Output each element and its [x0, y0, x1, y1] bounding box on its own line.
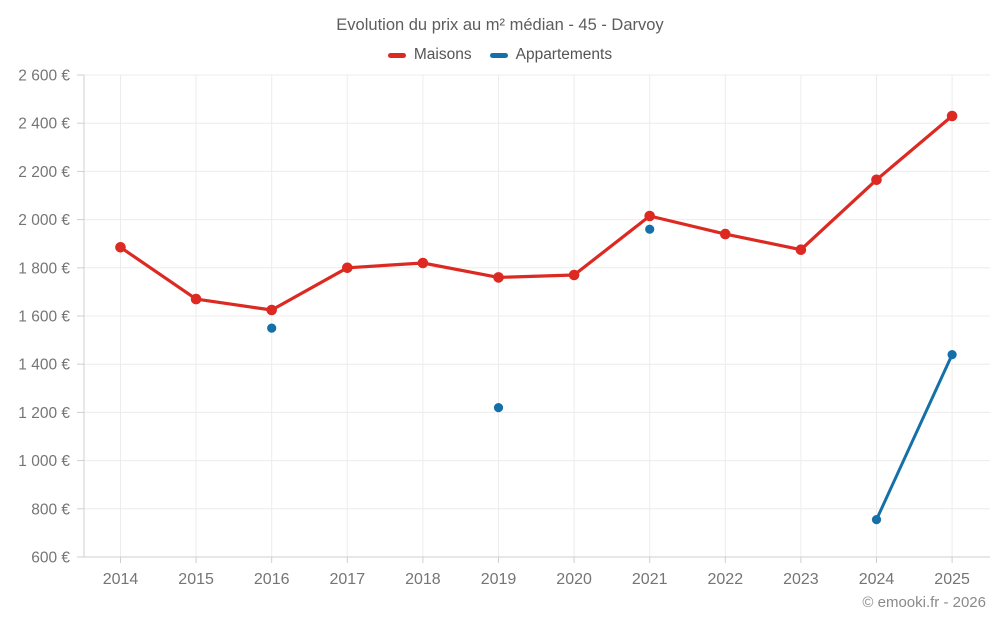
y-tick-label: 2 400 € [18, 116, 70, 133]
x-tick-label: 2015 [178, 571, 214, 588]
x-tick-label: 2022 [708, 571, 744, 588]
x-tick-label: 2017 [330, 571, 366, 588]
appartements-point-2025[interactable] [947, 350, 957, 360]
appartements-point-2024[interactable] [871, 515, 882, 525]
maisons-point-2014[interactable] [115, 242, 126, 253]
x-tick-label: 2019 [481, 571, 517, 588]
appartements-line [875, 353, 954, 522]
y-tick-label: 1 800 € [18, 260, 70, 277]
legend-label-maisons: Maisons [413, 46, 472, 63]
maisons-point-2016[interactable] [266, 304, 278, 316]
maisons-line [118, 114, 954, 312]
x-tick-label: 2023 [783, 571, 819, 588]
x-tick-label: 2024 [859, 571, 895, 588]
legend-label-appartements: Appartements [515, 46, 613, 63]
appartements-point-2016[interactable] [267, 323, 277, 333]
y-tick-label: 1 200 € [18, 405, 70, 422]
x-tick-label: 2021 [632, 571, 668, 588]
maisons-point-2019[interactable] [493, 272, 504, 283]
legend-swatch-appartements-icon [489, 52, 508, 58]
maisons-point-2021[interactable] [644, 210, 655, 222]
copyright-footer: © emooki.fr - 2026 [862, 594, 986, 611]
appartements-point-2019[interactable] [493, 403, 504, 413]
maisons-point-2025[interactable] [946, 110, 958, 122]
x-tick-label: 2025 [934, 571, 970, 588]
maisons-point-2018[interactable] [417, 257, 429, 269]
axes [77, 74, 990, 563]
chart-legend: Maisons Appartements [0, 46, 1000, 64]
y-tick-label: 1 600 € [18, 309, 70, 326]
x-tick-label: 2014 [103, 571, 139, 588]
y-tick-label: 2 600 € [18, 68, 70, 85]
maisons-point-2024[interactable] [871, 174, 882, 186]
gridlines [84, 74, 990, 557]
maisons-point-2023[interactable] [795, 244, 807, 255]
y-tick-label: 2 000 € [18, 212, 70, 229]
x-tick-label: 2018 [405, 571, 441, 588]
series-appartements [267, 224, 957, 525]
tick-labels: 600 € 800 € 1 000 € 1 200 € 1 400 € 1 600 € 1 … [18, 68, 970, 589]
maisons-point-2020[interactable] [568, 269, 580, 281]
y-tick-label: 1 400 € [18, 357, 70, 374]
y-tick-label: 600 € [31, 550, 70, 567]
legend-item-appartements[interactable]: Appartements [489, 46, 613, 64]
maisons-point-2022[interactable] [720, 228, 731, 240]
maisons-point-2017[interactable] [342, 262, 353, 274]
y-tick-label: 2 200 € [18, 164, 70, 181]
y-tick-label: 800 € [31, 501, 70, 518]
x-tick-label: 2016 [254, 571, 290, 588]
appartements-point-2021[interactable] [645, 224, 655, 234]
legend-swatch-maisons-icon [387, 52, 406, 58]
y-tick-label: 1 000 € [18, 453, 70, 470]
maisons-point-2015[interactable] [190, 293, 202, 305]
x-tick-label: 2020 [556, 571, 592, 588]
chart-title: Evolution du prix au m² médian - 45 - Da… [336, 16, 664, 34]
legend-item-maisons[interactable]: Maisons [387, 46, 472, 64]
series-maisons [115, 110, 958, 316]
